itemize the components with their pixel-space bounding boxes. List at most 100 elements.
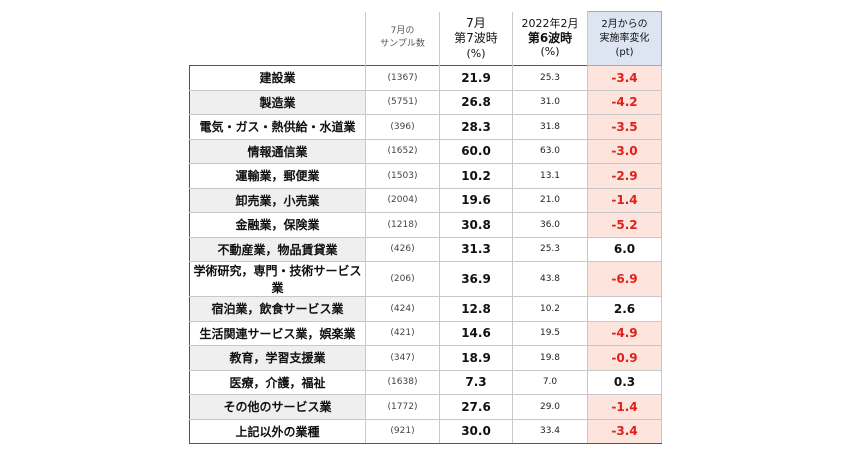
change-cell: -3.0: [587, 138, 662, 164]
table-row: 卸売業，小売業 (2004) 19.6 21.0 -1.4: [189, 187, 662, 213]
industry-cell: 教育，学習支援業: [189, 345, 366, 371]
industry-cell: 製造業: [189, 89, 366, 115]
industry-cell: 宿泊業，飲食サービス業: [189, 296, 366, 322]
table-body: 建設業 (1367) 21.9 25.3 -3.4 製造業 (5751) 26.8 31.0 -4…: [189, 65, 662, 444]
header-july-line2: 第7波時: [454, 30, 498, 45]
table-row: 上記以外の業種 (921) 30.0 33.4 -3.4: [189, 418, 662, 444]
telework-rate-table: 7月の サンプル数 7月 第7波時 (%) 2022年2月 第6波時 (%) 2…: [189, 11, 662, 444]
change-cell: -3.5: [587, 114, 662, 140]
header-feb-line1: 2022年2月: [521, 17, 579, 31]
july-rate-cell: 60.0: [439, 138, 513, 164]
sample-size-cell: (1218): [365, 212, 440, 238]
change-cell: -0.9: [587, 345, 662, 371]
change-cell: 0.3: [587, 369, 662, 395]
industry-cell: 上記以外の業種: [189, 418, 366, 444]
industry-cell: 運輸業，郵便業: [189, 163, 366, 189]
july-rate-cell: 19.6: [439, 187, 513, 213]
table-row: 金融業，保険業 (1218) 30.8 36.0 -5.2: [189, 212, 662, 238]
sample-size-cell: (1772): [365, 394, 440, 420]
sample-size-cell: (5751): [365, 89, 440, 115]
header-sample: 7月の サンプル数: [365, 11, 440, 66]
july-rate-cell: 30.0: [439, 418, 513, 444]
table-row: 不動産業，物品賃貸業 (426) 31.3 25.3 6.0: [189, 236, 662, 262]
july-rate-cell: 7.3: [439, 369, 513, 395]
feb-rate-cell: 10.2: [512, 296, 588, 322]
july-rate-cell: 14.6: [439, 320, 513, 346]
change-cell: -5.2: [587, 212, 662, 238]
feb-rate-cell: 29.0: [512, 394, 588, 420]
table-row: 製造業 (5751) 26.8 31.0 -4.2: [189, 89, 662, 115]
july-rate-cell: 31.3: [439, 236, 513, 262]
feb-rate-cell: 19.5: [512, 320, 588, 346]
header-change-line2: 実施率変化: [599, 32, 650, 44]
feb-rate-cell: 43.8: [512, 261, 588, 297]
sample-size-cell: (347): [365, 345, 440, 371]
header-feb: 2022年2月 第6波時 (%): [512, 11, 588, 66]
industry-cell: 金融業，保険業: [189, 212, 366, 238]
industry-cell: 卸売業，小売業: [189, 187, 366, 213]
change-cell: -3.4: [587, 418, 662, 444]
table-row: その他のサービス業 (1772) 27.6 29.0 -1.4: [189, 394, 662, 420]
feb-rate-cell: 31.8: [512, 114, 588, 140]
change-cell: -6.9: [587, 261, 662, 297]
sample-size-cell: (206): [365, 261, 440, 297]
header-july: 7月 第7波時 (%): [439, 11, 513, 66]
industry-cell: 学術研究，専門・技術サービス業: [189, 261, 366, 297]
feb-rate-cell: 13.1: [512, 163, 588, 189]
feb-rate-cell: 7.0: [512, 369, 588, 395]
industry-cell: 不動産業，物品賃貸業: [189, 236, 366, 262]
industry-cell: 情報通信業: [189, 138, 366, 164]
feb-rate-cell: 21.0: [512, 187, 588, 213]
table-row: 医療，介護，福祉 (1638) 7.3 7.0 0.3: [189, 369, 662, 395]
header-change-line1: 2月からの: [601, 18, 648, 30]
sample-size-cell: (921): [365, 418, 440, 444]
july-rate-cell: 21.9: [439, 65, 513, 91]
table-row: 教育，学習支援業 (347) 18.9 19.8 -0.9: [189, 345, 662, 371]
table-row: 宿泊業，飲食サービス業 (424) 12.8 10.2 2.6: [189, 296, 662, 322]
feb-rate-cell: 31.0: [512, 89, 588, 115]
sample-size-cell: (1638): [365, 369, 440, 395]
change-cell: -2.9: [587, 163, 662, 189]
sample-size-cell: (2004): [365, 187, 440, 213]
header-july-unit: (%): [466, 46, 486, 60]
header-industry: [190, 12, 366, 66]
feb-rate-cell: 25.3: [512, 65, 588, 91]
july-rate-cell: 26.8: [439, 89, 513, 115]
header-change-unit: (pt): [615, 46, 634, 58]
table-row: 学術研究，専門・技術サービス業 (206) 36.9 43.8 -6.9: [189, 261, 662, 297]
header-feb-line2: 第6波時: [527, 31, 573, 46]
change-cell: -1.4: [587, 187, 662, 213]
change-cell: -1.4: [587, 394, 662, 420]
change-cell: 6.0: [587, 236, 662, 262]
header-row: 7月の サンプル数 7月 第7波時 (%) 2022年2月 第6波時 (%) 2…: [190, 11, 662, 66]
header-july-line1: 7月: [466, 15, 486, 30]
header-sample-line1: 7月の: [390, 26, 415, 37]
sample-size-cell: (396): [365, 114, 440, 140]
change-cell: -3.4: [587, 65, 662, 91]
july-rate-cell: 36.9: [439, 261, 513, 297]
change-cell: -4.2: [587, 89, 662, 115]
industry-cell: 生活関連サービス業，娯楽業: [189, 320, 366, 346]
sample-size-cell: (1503): [365, 163, 440, 189]
july-rate-cell: 28.3: [439, 114, 513, 140]
table-row: 情報通信業 (1652) 60.0 63.0 -3.0: [189, 138, 662, 164]
sample-size-cell: (424): [365, 296, 440, 322]
industry-cell: 電気・ガス・熱供給・水道業: [189, 114, 366, 140]
sample-size-cell: (1652): [365, 138, 440, 164]
change-cell: -4.9: [587, 320, 662, 346]
july-rate-cell: 18.9: [439, 345, 513, 371]
header-feb-unit: (%): [540, 45, 560, 59]
july-rate-cell: 27.6: [439, 394, 513, 420]
header-sample-line2: サンプル数: [380, 39, 425, 50]
header-change: 2月からの 実施率変化 (pt): [587, 11, 662, 66]
sample-size-cell: (426): [365, 236, 440, 262]
table-row: 建設業 (1367) 21.9 25.3 -3.4: [189, 65, 662, 91]
feb-rate-cell: 36.0: [512, 212, 588, 238]
feb-rate-cell: 25.3: [512, 236, 588, 262]
table-row: 生活関連サービス業，娯楽業 (421) 14.6 19.5 -4.9: [189, 320, 662, 346]
industry-cell: その他のサービス業: [189, 394, 366, 420]
sample-size-cell: (1367): [365, 65, 440, 91]
table-row: 運輸業，郵便業 (1503) 10.2 13.1 -2.9: [189, 163, 662, 189]
july-rate-cell: 12.8: [439, 296, 513, 322]
feb-rate-cell: 63.0: [512, 138, 588, 164]
